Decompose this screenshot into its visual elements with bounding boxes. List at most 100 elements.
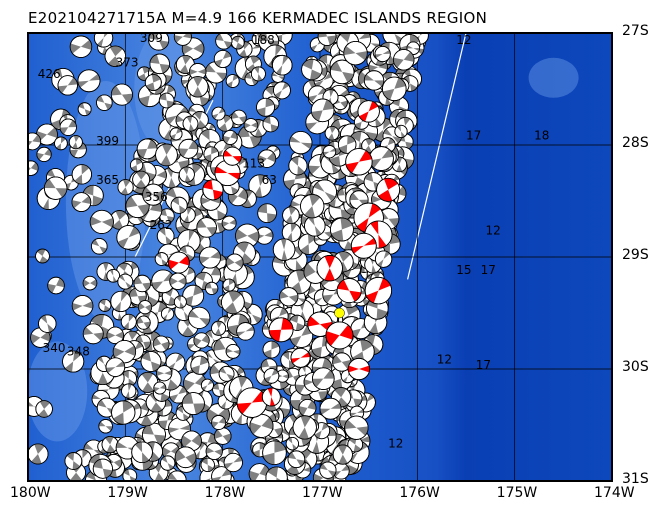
beachball-compression <box>329 126 336 134</box>
highlight-beachball <box>268 317 294 343</box>
beachball-outline <box>233 241 256 265</box>
beachball-compression <box>137 295 147 305</box>
beachball-compression <box>140 413 153 426</box>
beachball <box>160 307 175 321</box>
beachball <box>173 295 187 309</box>
beachball-compression <box>182 392 194 404</box>
beachball-compression <box>249 470 260 481</box>
beachball-outline <box>287 450 306 469</box>
beachball-compression <box>78 142 87 150</box>
beachball-compression <box>158 420 168 430</box>
beachball-compression <box>31 453 42 465</box>
beachball-compression <box>236 331 246 337</box>
beachball-compression <box>156 370 165 376</box>
beachball <box>287 450 306 469</box>
beachball-outline <box>394 124 408 139</box>
beachball-compression <box>279 290 289 299</box>
beachball-outline <box>156 365 173 382</box>
beachball-compression <box>103 262 109 272</box>
beachball-compression <box>183 214 189 223</box>
beachball-compression <box>199 96 210 106</box>
beachball <box>394 124 408 139</box>
beachball <box>205 281 219 295</box>
beachball-compression <box>238 116 247 124</box>
beachball-outline <box>148 462 169 481</box>
beachball-outline <box>343 40 368 66</box>
beachball-compression <box>210 364 221 375</box>
event-label: 373 <box>116 56 139 70</box>
beachball-compression <box>258 33 269 42</box>
beachball-outline <box>332 444 353 465</box>
beachball-compression <box>55 68 63 80</box>
beachball-outline <box>153 381 167 395</box>
beachball-compression <box>365 394 375 403</box>
beachball-compression <box>324 231 332 238</box>
beachball-compression <box>250 122 258 128</box>
beachball-outline <box>57 75 78 96</box>
beachball-compression <box>238 125 250 138</box>
beachball <box>343 40 368 66</box>
beachball <box>211 320 227 336</box>
beachball <box>222 130 238 145</box>
beachball-outline <box>117 179 134 196</box>
beachball-compression <box>220 401 226 409</box>
beachball-compression <box>413 47 420 52</box>
beachball-compression <box>290 357 301 364</box>
beachball <box>101 436 119 454</box>
beachball-compression <box>120 187 129 195</box>
beachball-compression <box>204 351 213 359</box>
beachball <box>28 132 42 151</box>
beachball-compression <box>72 142 78 149</box>
beachball-compression <box>244 122 251 129</box>
beachball-compression <box>344 419 357 430</box>
beachball-compression <box>257 73 263 81</box>
beachball-compression <box>28 401 35 407</box>
beachball-compression <box>151 281 164 291</box>
beachball-outline <box>122 468 138 481</box>
beachball-compression <box>74 174 83 185</box>
beachball-outline <box>173 295 187 309</box>
beachball-compression <box>115 361 125 368</box>
beachball-compression <box>193 285 204 296</box>
beachball-compression <box>307 316 320 327</box>
beachball-compression <box>222 221 230 227</box>
beachball-outline <box>117 273 134 290</box>
beachball <box>329 217 354 242</box>
beachball-compression <box>92 394 101 400</box>
beachball-compression <box>211 421 219 428</box>
beachball-compression <box>365 138 374 146</box>
beachball-compression <box>92 195 103 206</box>
beachball-compression <box>228 192 238 204</box>
beachball-compression <box>387 138 395 146</box>
beachball-compression <box>82 449 89 459</box>
beachball <box>324 125 340 141</box>
beachball-compression <box>390 233 401 244</box>
beachball-compression <box>235 228 248 241</box>
beachball-compression <box>167 379 179 391</box>
beachball-outline <box>312 179 337 205</box>
beachball-compression <box>106 444 116 453</box>
beachball <box>173 33 192 46</box>
beachball-compression <box>374 129 384 142</box>
beachball-outline <box>225 74 240 88</box>
beachball <box>322 145 337 159</box>
beachball-compression <box>312 441 320 454</box>
beachball <box>332 444 353 465</box>
beachball-outline <box>196 217 217 238</box>
beachball <box>38 314 57 333</box>
beachball <box>349 190 369 210</box>
beachball-compression <box>119 274 126 282</box>
beachball-compression <box>324 191 336 202</box>
beachball-compression <box>325 331 340 346</box>
beachball-compression <box>271 72 279 77</box>
event-label: 365 <box>96 173 119 187</box>
beachball-outline <box>98 419 113 434</box>
beachball-compression <box>270 397 275 407</box>
beachball-compression <box>304 206 316 218</box>
beachball-compression <box>210 266 221 276</box>
beachball-compression <box>377 259 384 268</box>
beachball-compression <box>103 33 109 38</box>
beachball-compression <box>403 51 415 62</box>
beachball <box>68 135 83 150</box>
beachball-outline <box>169 127 183 141</box>
